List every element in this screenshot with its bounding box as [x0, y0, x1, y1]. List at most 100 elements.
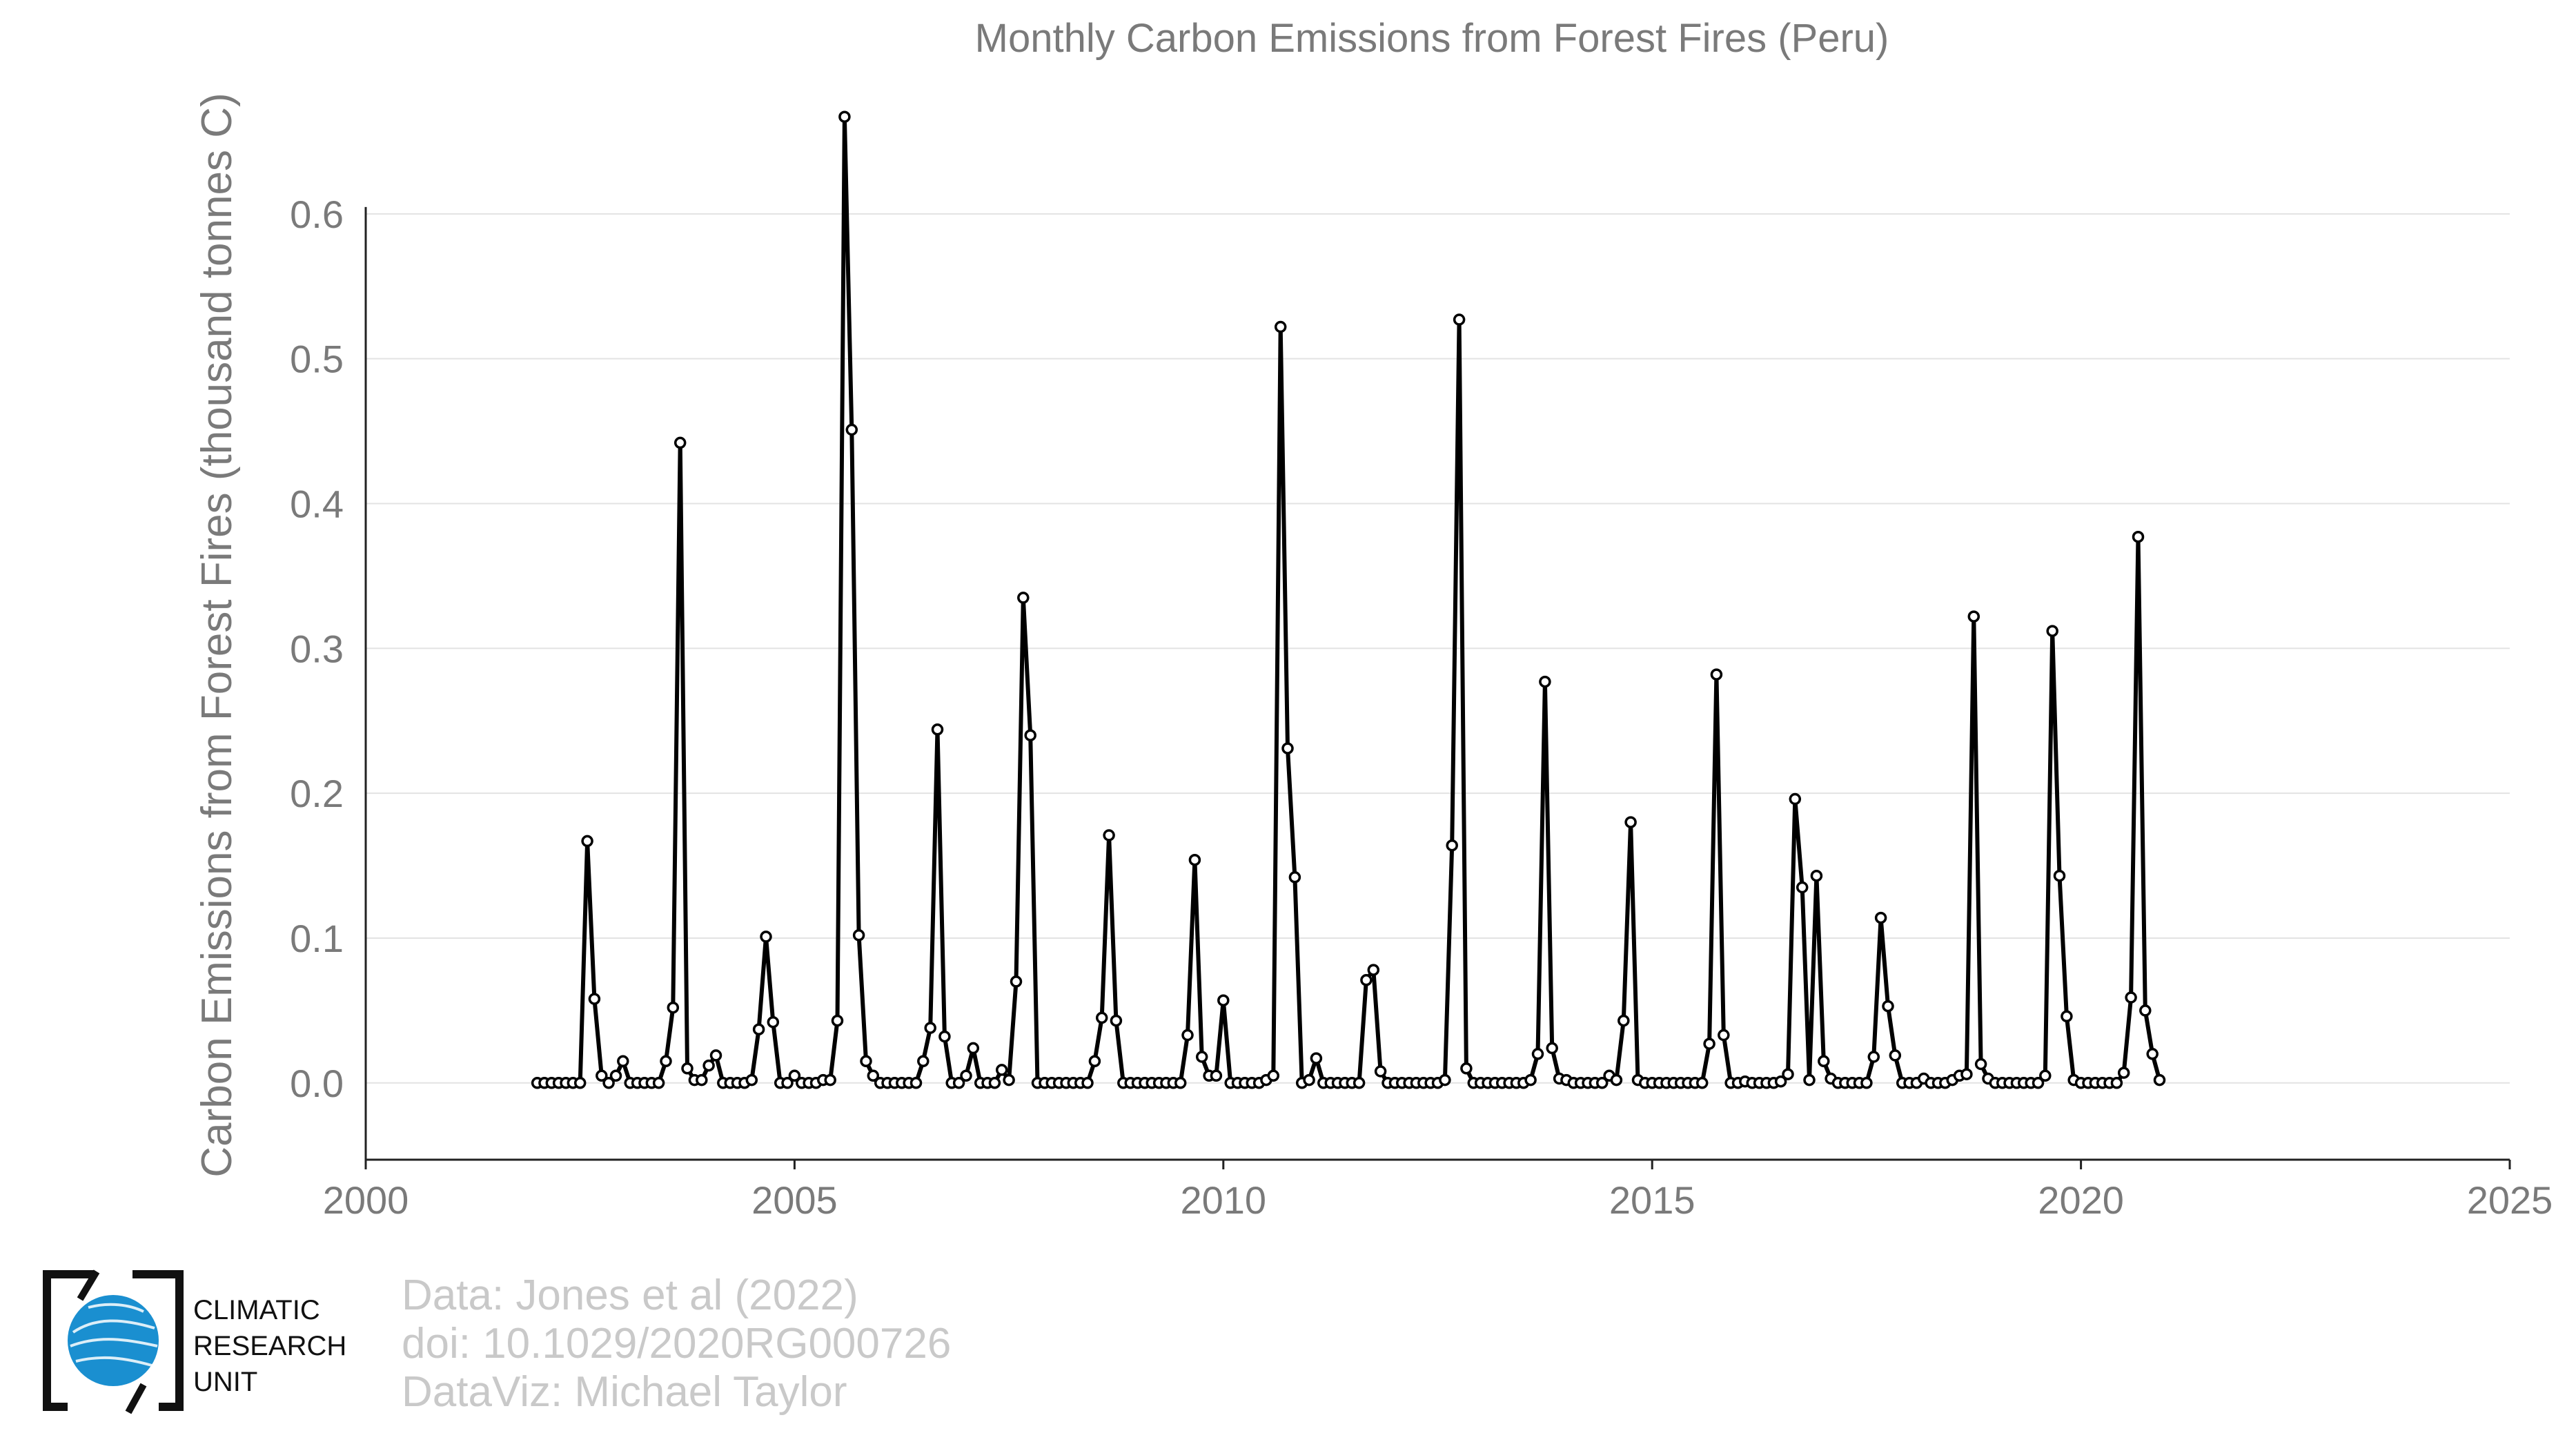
data-point	[1210, 1069, 1223, 1082]
data-point	[1003, 1073, 1015, 1087]
data-point	[667, 1001, 680, 1014]
data-point	[1360, 974, 1373, 986]
y-tick-label: 0.1	[290, 917, 344, 960]
y-tick-label: 0.6	[290, 193, 344, 236]
data-point	[2125, 991, 2137, 1004]
data-point	[1017, 592, 1030, 604]
data-point	[1524, 1073, 1537, 1087]
data-point	[852, 929, 865, 942]
data-point	[588, 993, 601, 1005]
data-point	[1281, 742, 1294, 754]
data-point	[652, 1077, 665, 1089]
data-point	[1610, 1073, 1623, 1087]
data-point	[788, 1069, 801, 1082]
y-tick-label: 0.0	[290, 1062, 344, 1105]
data-point	[752, 1023, 765, 1035]
x-tick-label: 2020	[2038, 1178, 2124, 1222]
credits: Data: Jones et al (2022) doi: 10.1029/20…	[402, 1272, 951, 1416]
y-tick-label: 0.4	[290, 482, 344, 525]
data-point	[1081, 1077, 1094, 1089]
data-point	[1860, 1077, 1873, 1089]
data-point	[1095, 1011, 1108, 1024]
data-point	[1967, 610, 1980, 623]
data-point	[1024, 729, 1036, 741]
data-point	[1267, 1069, 1280, 1082]
data-point	[2132, 530, 2145, 543]
data-point	[1188, 853, 1201, 866]
data-point	[1782, 1068, 1794, 1080]
data-point	[1703, 1038, 1715, 1050]
data-point	[1181, 1029, 1194, 1042]
series-layer	[531, 110, 2166, 1089]
data-point	[760, 931, 772, 943]
data-point	[681, 1062, 694, 1075]
data-point	[1810, 869, 1823, 882]
data-point	[745, 1073, 758, 1087]
credit-data-source: Data: Jones et al (2022)	[402, 1272, 858, 1319]
data-point	[2061, 1010, 2073, 1023]
data-point	[2117, 1067, 2130, 1079]
data-point	[952, 1077, 965, 1089]
data-point	[1774, 1075, 1787, 1088]
data-point	[867, 1069, 880, 1082]
data-point	[910, 1077, 923, 1089]
data-point	[2046, 625, 2058, 637]
data-point	[1818, 1055, 1830, 1068]
data-point	[767, 1015, 780, 1029]
data-point	[1789, 792, 1802, 806]
data-point	[1796, 881, 1809, 894]
data-point	[1374, 1065, 1387, 1078]
data-point	[1874, 911, 1887, 924]
data-point	[967, 1042, 980, 1055]
data-point	[924, 1022, 936, 1034]
chart-title: Monthly Carbon Emissions from Forest Fir…	[975, 16, 1889, 61]
gridlines	[366, 213, 2510, 1084]
data-point	[596, 1069, 608, 1082]
data-point	[860, 1055, 872, 1068]
y-tick-label: 0.5	[290, 338, 344, 381]
data-point	[1303, 1073, 1315, 1087]
data-point	[1453, 313, 1466, 326]
data-point	[1710, 668, 1723, 681]
data-point	[674, 436, 687, 449]
data-point	[1088, 1055, 1101, 1068]
data-point	[2039, 1069, 2052, 1082]
data-point	[2146, 1048, 2159, 1060]
data-point	[1960, 1068, 1973, 1080]
data-point	[1546, 1042, 1558, 1055]
data-point	[1867, 1051, 1880, 1063]
data-point	[2153, 1073, 2166, 1087]
y-tick-label: 0.3	[290, 627, 344, 670]
data-point	[938, 1030, 951, 1043]
data-point	[581, 835, 593, 848]
data-point	[1195, 1051, 1208, 1063]
data-point	[917, 1055, 930, 1068]
data-point	[838, 110, 851, 123]
data-point	[602, 1077, 615, 1089]
y-axis-title: Carbon Emissions from Forest Fires (thou…	[193, 92, 241, 1177]
data-point	[1217, 994, 1230, 1006]
data-point	[2139, 1004, 2152, 1017]
logo-line-2: RESEARCH	[193, 1331, 347, 1361]
data-point	[709, 1049, 722, 1062]
data-point	[1882, 1000, 1894, 1013]
data-point	[960, 1069, 972, 1082]
data-point	[831, 1014, 844, 1027]
data-point	[988, 1077, 1001, 1089]
y-tick-label: 0.2	[290, 772, 344, 815]
x-tick-label: 2025	[2467, 1178, 2553, 1222]
data-point	[781, 1077, 794, 1089]
data-point	[1103, 829, 1115, 841]
data-point	[617, 1055, 629, 1068]
data-point	[1310, 1052, 1323, 1064]
data-point	[2110, 1077, 2123, 1089]
x-tick-label: 2005	[751, 1178, 838, 1222]
logo-frame-icon	[43, 1269, 184, 1414]
data-point	[1595, 1077, 1609, 1089]
data-point	[1010, 975, 1023, 988]
data-point	[1618, 1014, 1630, 1027]
data-point	[609, 1069, 622, 1082]
x-tick-label: 2015	[1609, 1178, 1695, 1222]
data-point	[995, 1064, 1008, 1076]
